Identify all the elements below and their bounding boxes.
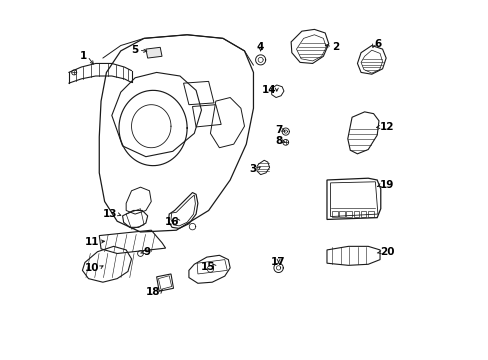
Bar bbox=[331, 211, 337, 217]
Text: 4: 4 bbox=[256, 42, 264, 52]
Text: 11: 11 bbox=[84, 237, 99, 247]
Text: 19: 19 bbox=[379, 180, 394, 190]
Text: 8: 8 bbox=[274, 136, 282, 146]
Text: 17: 17 bbox=[271, 257, 285, 267]
Text: 1: 1 bbox=[80, 51, 87, 61]
Bar bbox=[360, 211, 366, 217]
Polygon shape bbox=[145, 47, 162, 58]
Text: 14: 14 bbox=[262, 85, 276, 95]
Bar bbox=[346, 211, 351, 217]
Text: 13: 13 bbox=[102, 209, 117, 219]
Text: 7: 7 bbox=[274, 125, 282, 135]
Bar bbox=[353, 211, 359, 217]
Bar bbox=[339, 211, 344, 217]
Bar bbox=[367, 211, 373, 217]
Text: 20: 20 bbox=[379, 247, 394, 257]
Text: 2: 2 bbox=[332, 42, 339, 51]
Text: 9: 9 bbox=[143, 247, 150, 257]
Text: 5: 5 bbox=[131, 45, 139, 55]
Text: 16: 16 bbox=[164, 217, 179, 227]
Text: 10: 10 bbox=[84, 263, 99, 273]
Text: 6: 6 bbox=[373, 39, 381, 49]
Text: 18: 18 bbox=[145, 287, 160, 297]
Text: 12: 12 bbox=[379, 122, 394, 132]
Text: 3: 3 bbox=[249, 164, 257, 174]
Text: 15: 15 bbox=[200, 262, 215, 272]
